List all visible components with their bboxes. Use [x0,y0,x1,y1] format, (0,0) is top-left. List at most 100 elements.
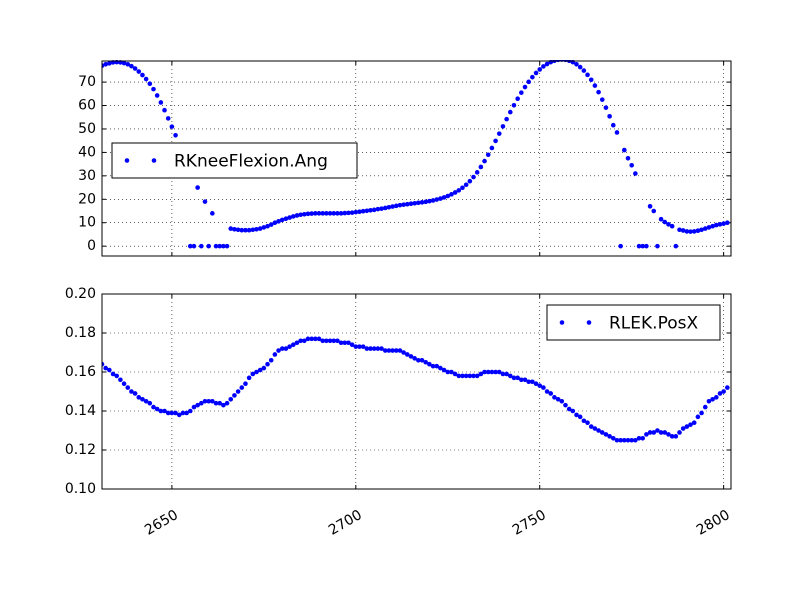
point [313,211,318,216]
point [511,102,517,108]
point [622,437,627,443]
point [187,243,193,249]
point [666,432,671,437]
point [349,210,355,215]
point [471,174,476,180]
point [324,211,329,216]
point [530,74,535,80]
point [430,198,436,203]
point [397,202,403,208]
point [114,373,120,379]
data-points [102,336,730,443]
point [449,369,454,375]
point [713,395,719,400]
point [574,412,579,418]
point [316,211,322,216]
point [559,398,565,404]
point [107,61,112,66]
point [103,365,108,371]
point [246,375,252,381]
point [276,219,281,224]
point [132,391,138,396]
point [335,338,340,344]
point [463,373,469,379]
point [596,428,601,433]
point [121,381,127,387]
point [596,89,601,95]
point [162,408,167,414]
legend-label: RKneeFlexion.Ang [174,152,328,172]
point [129,63,134,69]
point [599,430,605,435]
point [206,243,211,249]
point [276,348,281,353]
y-tick-label: 10 [78,215,96,231]
point [673,434,679,439]
point [658,430,664,435]
point [136,69,142,74]
y-tick-label: 0.20 [65,286,96,302]
point [390,204,395,209]
point [702,404,708,410]
point [103,61,108,67]
point [309,336,314,342]
point [199,400,204,406]
point [217,243,223,249]
point [625,437,631,443]
point [500,371,506,377]
point [519,377,524,383]
point [158,408,164,414]
point [408,354,414,359]
point [210,211,215,216]
point [158,100,164,105]
axes-frame [101,60,732,257]
point [320,211,326,216]
point [206,398,211,404]
point [614,437,620,443]
point [147,81,153,87]
point [239,227,245,233]
point [507,373,513,379]
point [243,381,248,387]
point [427,198,432,204]
point [140,72,145,78]
point [526,79,531,85]
point [132,66,138,71]
point [169,410,175,416]
point [478,164,484,170]
point [695,414,701,420]
point [651,430,657,435]
point [386,348,392,353]
point [232,226,237,232]
point [290,342,296,348]
point [423,359,428,365]
point [655,428,660,433]
y-tick-label: 0.18 [65,325,96,341]
point [375,346,381,351]
point [662,430,668,435]
point [485,152,491,158]
point [563,402,568,408]
point [364,346,370,351]
point [629,437,634,443]
legend-marker [559,320,565,325]
point [688,422,693,427]
point [655,243,660,249]
point [393,348,399,353]
y-tick-label: 20 [78,191,96,207]
point [162,107,167,113]
point [305,336,311,342]
point [102,361,105,367]
point [265,223,270,229]
point [416,358,421,363]
point [588,77,594,83]
point [677,227,682,233]
point [136,395,142,400]
point [544,61,550,67]
point [176,412,182,418]
point [603,432,609,437]
point [599,97,605,102]
point [165,116,171,121]
point [544,389,550,394]
